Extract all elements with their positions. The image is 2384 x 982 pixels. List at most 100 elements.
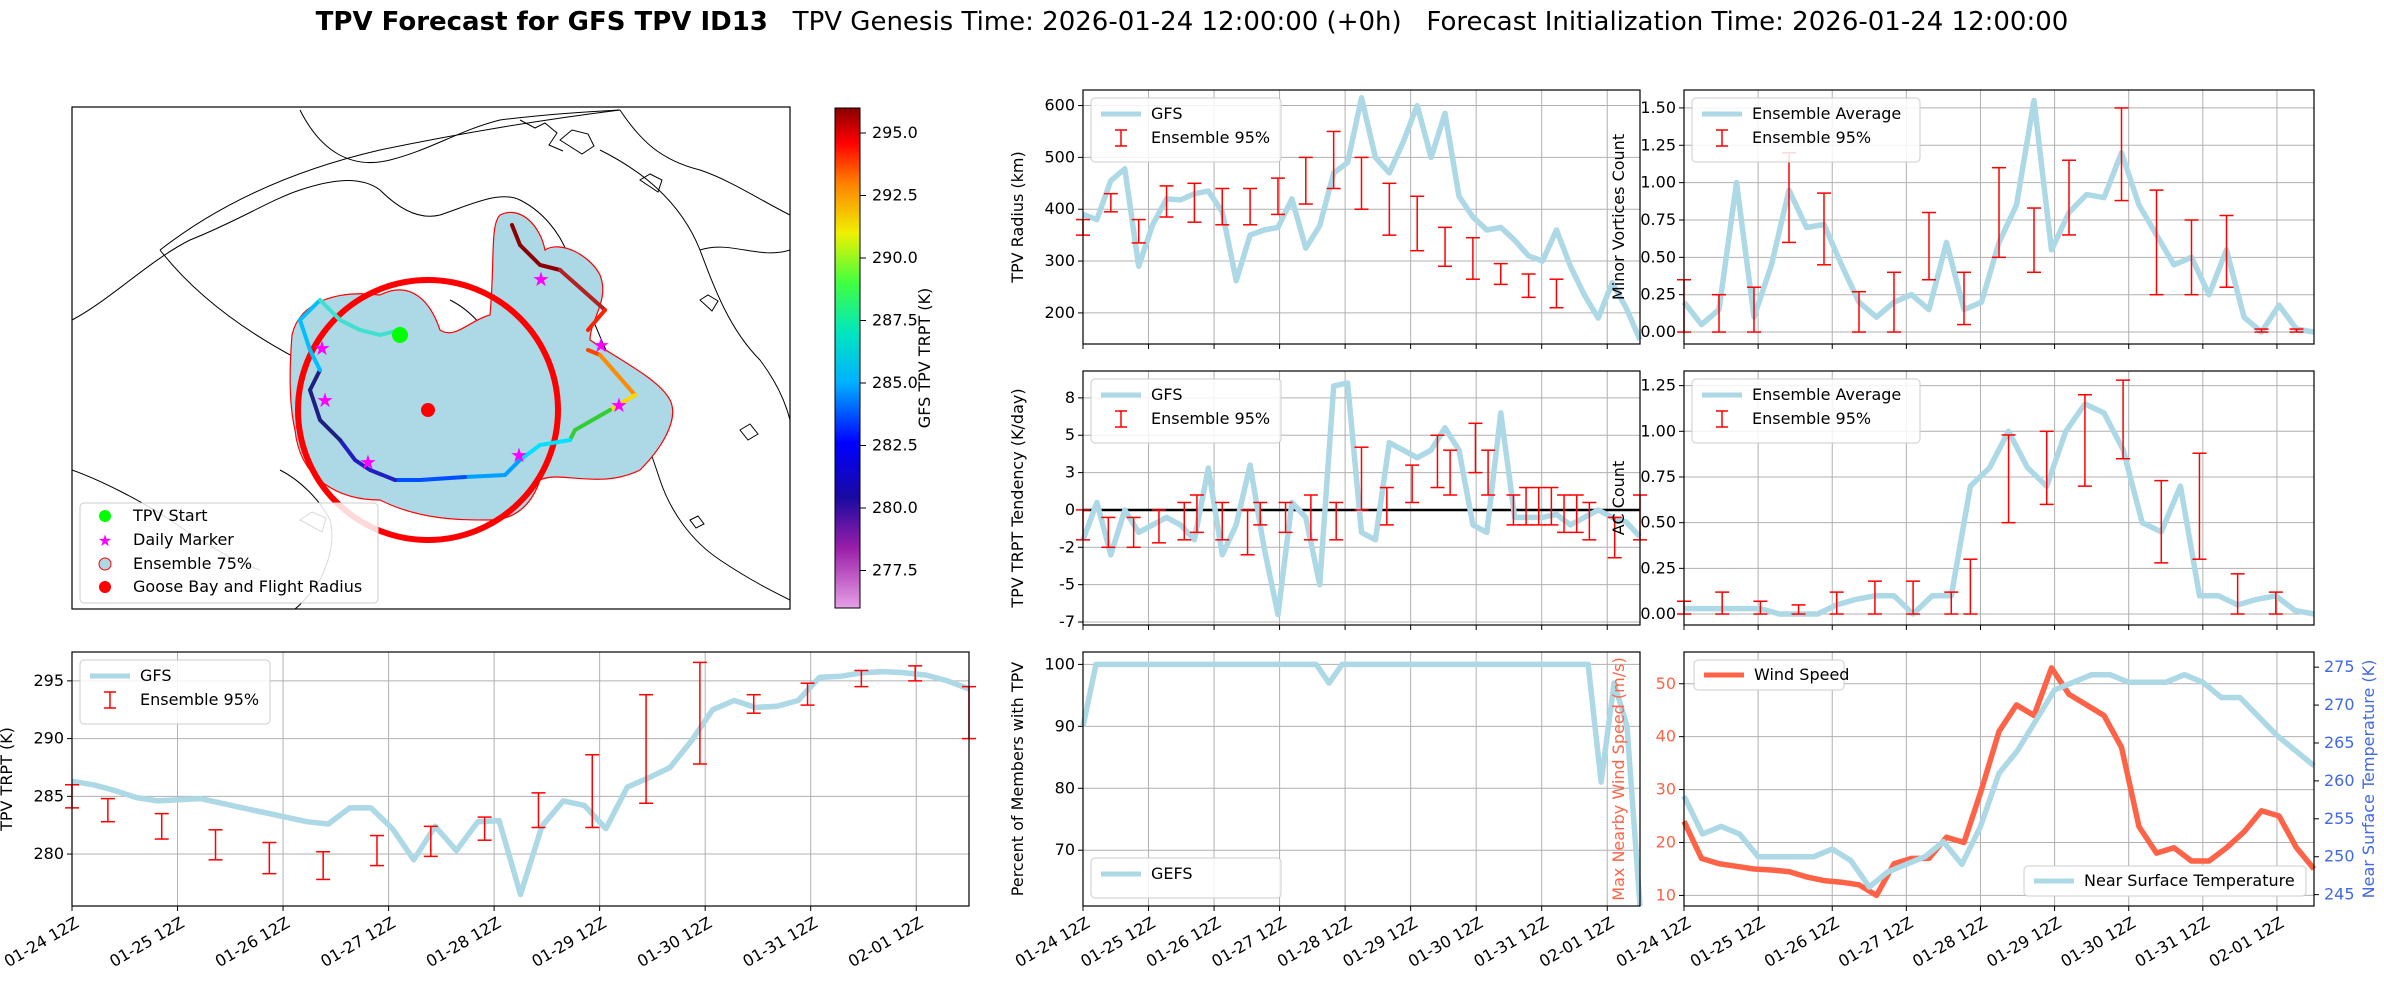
series-line bbox=[1080, 661, 1643, 907]
map-coastline bbox=[689, 515, 705, 529]
title-bold: TPV Forecast for GFS TPV ID13 bbox=[316, 7, 768, 37]
map-coastline bbox=[299, 109, 621, 164]
series-line bbox=[1080, 380, 1643, 618]
map-legend-item: Goose Bay and Flight Radius bbox=[133, 577, 362, 596]
daily-marker: ★ bbox=[359, 450, 377, 474]
legend-item: GFS bbox=[1151, 104, 1182, 123]
goose-bay-marker bbox=[421, 403, 435, 417]
colorbar-tick-label: 285.0 bbox=[872, 373, 918, 392]
axes-frame bbox=[1082, 370, 1641, 626]
track-segment bbox=[558, 268, 607, 312]
y-tick-label: -2 bbox=[1059, 537, 1075, 556]
y-tick-label: 0.50 bbox=[1640, 513, 1676, 532]
series-line bbox=[1681, 671, 2316, 890]
track-segment bbox=[307, 368, 342, 442]
y2-tick-label: 255 bbox=[2324, 809, 2355, 828]
map-coastline bbox=[699, 246, 790, 254]
y-axis-label: TPV TRPT Tendency (K/day) bbox=[1008, 388, 1027, 608]
map-boundary-line bbox=[159, 109, 621, 251]
legend-item: GFS bbox=[1151, 385, 1182, 404]
y2-tick-label: 245 bbox=[2324, 885, 2355, 904]
map-coastline bbox=[559, 129, 595, 155]
y-tick-label: 70 bbox=[1055, 840, 1075, 859]
x-tick-label: 01-31 12Z bbox=[739, 913, 820, 971]
legend-item: GEFS bbox=[1151, 864, 1193, 883]
colorbar-tick-label: 277.5 bbox=[872, 561, 918, 580]
track-segment bbox=[586, 308, 607, 332]
y2-tick-label: 250 bbox=[2324, 847, 2355, 866]
y-tick-label: 0.25 bbox=[1640, 285, 1676, 304]
track-segment bbox=[598, 353, 637, 397]
y-tick-label: 600 bbox=[1044, 96, 1075, 115]
x-tick-label: 01-30 12Z bbox=[634, 913, 715, 971]
y-tick-label: 300 bbox=[1044, 251, 1075, 270]
legend-box bbox=[2023, 865, 2307, 897]
axes-frame bbox=[1082, 651, 1641, 907]
y-tick-label: -7 bbox=[1059, 612, 1075, 631]
x-tick-label: 02-01 12Z bbox=[1536, 913, 1617, 971]
map-coastline bbox=[639, 173, 663, 193]
colorbar-tick-label: 282.5 bbox=[872, 436, 918, 455]
chart-legend: GFS Ensemble 95% bbox=[79, 659, 271, 725]
chart-legend: Ensemble Average Ensemble 95% bbox=[1691, 378, 1921, 444]
legend-item: GFS bbox=[140, 666, 171, 685]
series-line bbox=[1082, 95, 1643, 341]
x-tick-label: 01-29 12Z bbox=[1983, 913, 2064, 971]
y2-tick-label: 275 bbox=[2324, 657, 2355, 676]
map-coastline bbox=[619, 109, 790, 216]
y-axis-label: Max Nearby Wind Speed (m/s) bbox=[1609, 657, 1628, 900]
track-segment bbox=[393, 475, 467, 482]
colorbar-tick-label: 292.5 bbox=[872, 186, 918, 205]
tpv-track bbox=[297, 223, 637, 482]
y-tick-label: 50 bbox=[1656, 674, 1676, 693]
daily-marker: ★ bbox=[532, 267, 550, 291]
x-tick-label: 02-01 12Z bbox=[2206, 913, 2287, 971]
y2-tick-label: 270 bbox=[2324, 695, 2355, 714]
y-tick-label: 0 bbox=[1065, 500, 1075, 519]
tpv-start-marker bbox=[392, 327, 408, 343]
axes-frame bbox=[1683, 370, 2315, 626]
y-tick-label: -5 bbox=[1059, 575, 1075, 594]
legend-star-icon: ★ bbox=[98, 531, 112, 550]
title-rest: TPV Genesis Time: 2026-01-24 12:00:00 (+… bbox=[768, 7, 2068, 37]
daily-markers: ★ ★ ★ ★ ★ ★ ★ bbox=[313, 267, 628, 474]
colorbar: 277.5 280.0 282.5 285.0 287.5 290.0 292.5 295.0… bbox=[834, 107, 934, 609]
y-tick-label: 280 bbox=[33, 844, 64, 863]
y-tick-label: 3 bbox=[1065, 463, 1075, 482]
y-tick-label: 285 bbox=[33, 786, 64, 805]
y-tick-label: 1.00 bbox=[1640, 173, 1676, 192]
y-tick-label: 400 bbox=[1044, 199, 1075, 218]
y-tick-label: 0.50 bbox=[1640, 247, 1676, 266]
colorbar-tick-label: 280.0 bbox=[872, 498, 918, 517]
x-tick-label: 01-31 12Z bbox=[2132, 913, 2213, 971]
daily-marker: ★ bbox=[316, 388, 334, 412]
y-axis-label: TPV Radius (km) bbox=[1008, 151, 1027, 284]
axes-frame bbox=[1082, 89, 1641, 345]
track-segment bbox=[586, 348, 602, 357]
x-tick-label: 01-29 12Z bbox=[528, 913, 609, 971]
series-line bbox=[1684, 401, 2315, 617]
track-segment bbox=[338, 438, 397, 482]
axes-frame bbox=[1683, 89, 2315, 345]
daily-marker: ★ bbox=[313, 336, 331, 360]
axes-frame bbox=[1683, 651, 2315, 907]
y-tick-label: 0.25 bbox=[1640, 558, 1676, 577]
track-segment bbox=[318, 298, 402, 338]
trpt-chart: 01-24 12Z 01-25 12Z 01-26 12Z 01-27 12Z 01-2… bbox=[0, 651, 976, 971]
radius-chart: 200 300 400 500 600 TPV Radius (km) GFS Ensembl… bbox=[1008, 89, 1643, 349]
x-tick-label: 01-27 12Z bbox=[1835, 913, 1916, 971]
legend-box bbox=[1090, 857, 1282, 899]
minor-vortices-chart: 0.00 0.25 0.50 0.75 1.00 1.25 1.50 Minor Vortic… bbox=[1609, 89, 2315, 349]
x-tick-label: 01-26 12Z bbox=[212, 913, 293, 971]
chart-legend: GFS Ensemble 95% bbox=[1090, 378, 1282, 444]
x-tick-label: 01-24 12Z bbox=[1, 913, 82, 971]
map-panel: ★ ★ ★ ★ ★ ★ ★ TPV Start ★ Daily Marker E… bbox=[71, 106, 934, 610]
legend-item: Ensemble 95% bbox=[1752, 128, 1871, 147]
y-tick-label: 0.75 bbox=[1640, 210, 1676, 229]
legend-start-icon bbox=[99, 510, 111, 522]
legend-goose-bay-icon bbox=[99, 581, 111, 593]
y-tick-label: 200 bbox=[1044, 303, 1075, 322]
track-segment bbox=[518, 438, 572, 462]
map-coastline bbox=[519, 119, 564, 152]
